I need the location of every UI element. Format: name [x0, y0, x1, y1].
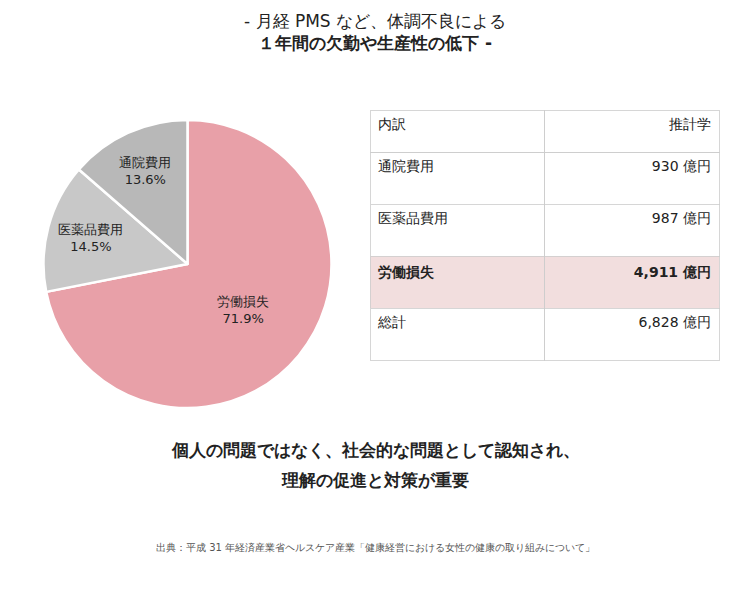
svg-text:推計学: 推計学	[669, 116, 711, 132]
svg-text:理解の促進と対策が重要: 理解の促進と対策が重要	[281, 470, 469, 490]
svg-text:内訳: 内訳	[378, 116, 406, 132]
svg-text:通院費用: 通院費用	[378, 158, 434, 174]
svg-text:総計: 総計	[377, 314, 406, 330]
svg-text:通院費用13.6%: 通院費用13.6%	[119, 155, 171, 187]
svg-text:出典：平成 31 年経済産業省ヘルスケア産業「健康経営におけ: 出典：平成 31 年経済産業省ヘルスケア産業「健康経営における女性の健康の取り組…	[156, 542, 595, 553]
svg-text:987 億円: 987 億円	[652, 210, 711, 226]
svg-text:医薬品費用: 医薬品費用	[378, 210, 448, 226]
svg-text:労働損失71.9%: 労働損失71.9%	[217, 294, 269, 326]
svg-text:労働損失: 労働損失	[378, 264, 435, 280]
svg-text:- 月経 PMS など、体調不良による１年間の欠勤や生産性の: - 月経 PMS など、体調不良による１年間の欠勤や生産性の低下 -	[244, 11, 506, 53]
svg-text:医薬品費用14.5%: 医薬品費用14.5%	[58, 222, 123, 254]
svg-text:個人の問題ではなく、社会的な問題として認知され、: 個人の問題ではなく、社会的な問題として認知され、	[171, 440, 580, 460]
svg-text:4,911 億円: 4,911 億円	[634, 264, 711, 280]
svg-text:6,828 億円: 6,828 億円	[638, 314, 711, 330]
svg-text:930 億円: 930 億円	[652, 158, 711, 174]
